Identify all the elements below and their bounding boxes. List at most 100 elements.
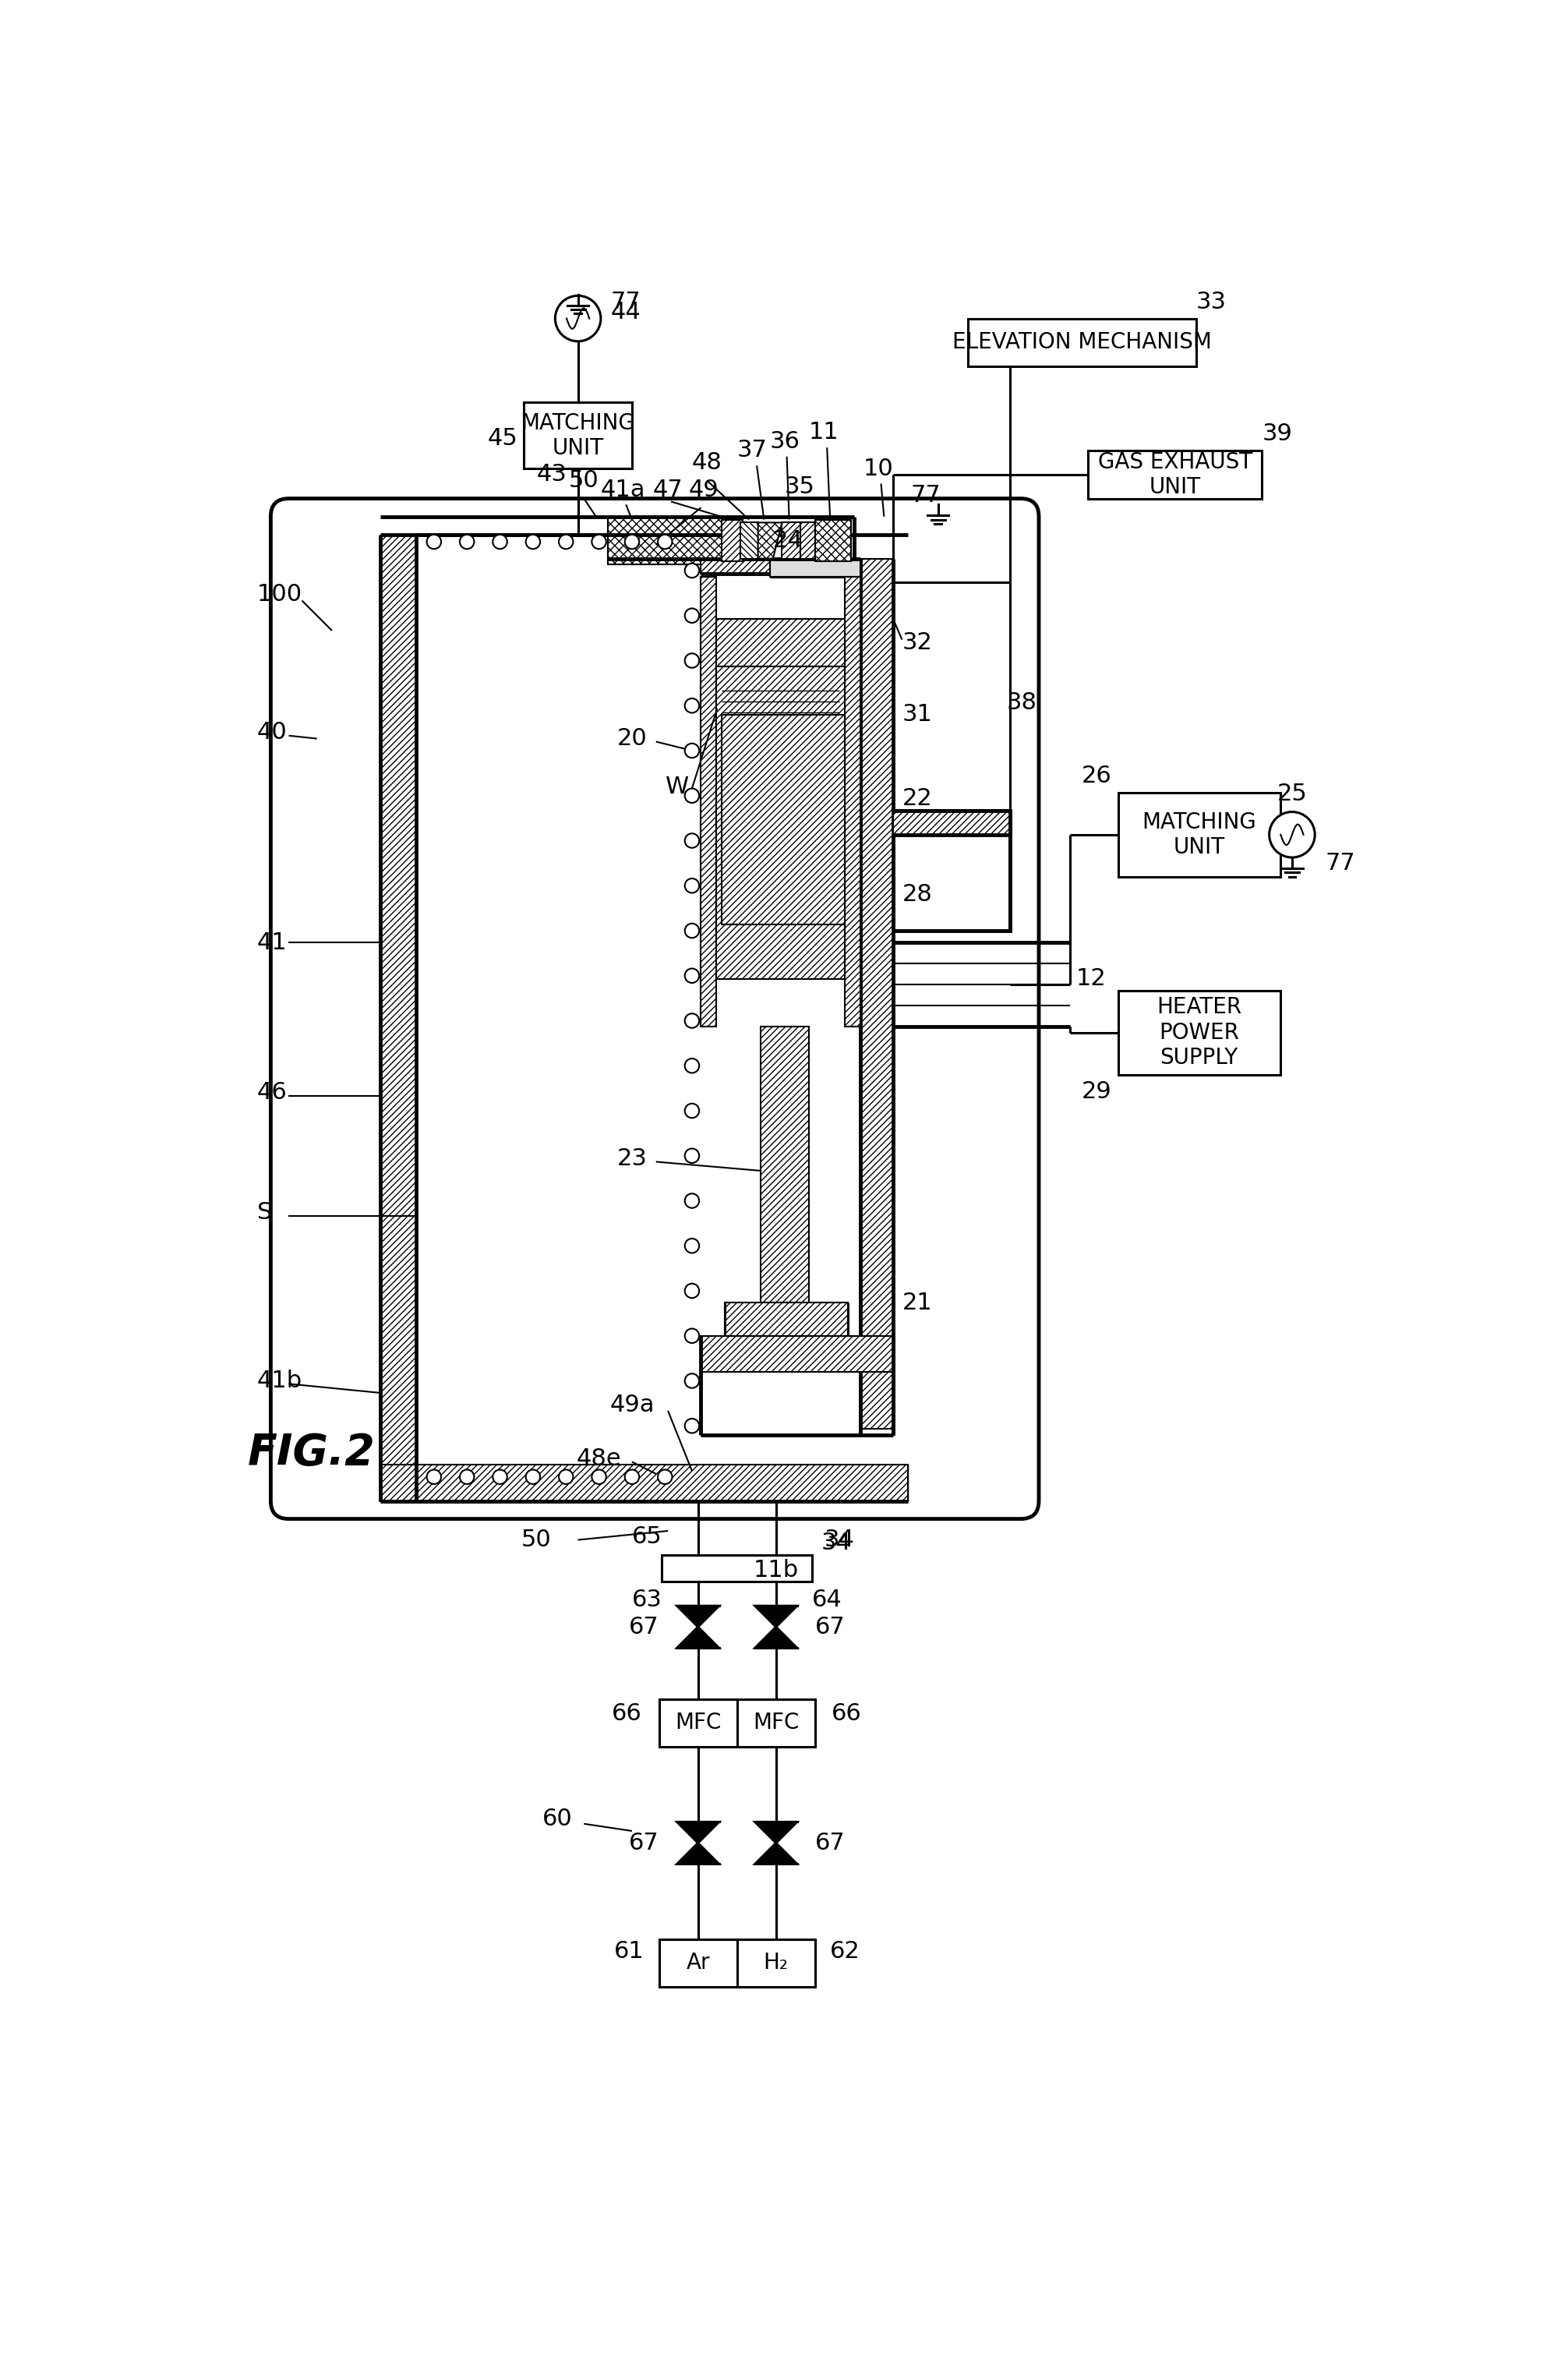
Text: W: W (665, 774, 688, 798)
Circle shape (624, 534, 640, 548)
Text: 34: 34 (822, 1532, 851, 1554)
Bar (524, 403, 632, 468)
Text: 46: 46 (257, 1080, 287, 1104)
Text: 37: 37 (737, 440, 767, 461)
Text: 67: 67 (629, 1615, 659, 1638)
Text: 47: 47 (652, 478, 684, 501)
Bar (721, 716, 845, 925)
Text: 28: 28 (902, 883, 933, 906)
Bar (659, 1700, 737, 1747)
Text: 49a: 49a (610, 1394, 654, 1417)
Bar (379, 1464, 908, 1502)
Text: 20: 20 (616, 727, 648, 751)
Polygon shape (756, 1627, 797, 1648)
Circle shape (685, 1015, 699, 1029)
Text: 41a: 41a (601, 478, 646, 501)
Bar (894, 810, 1010, 836)
Text: Ar: Ar (687, 1951, 710, 1975)
Text: 100: 100 (257, 584, 303, 605)
Text: 11b: 11b (753, 1558, 798, 1582)
Circle shape (426, 534, 441, 548)
Text: 43: 43 (536, 464, 568, 485)
Text: MFC: MFC (753, 1711, 800, 1735)
Bar (782, 523, 800, 558)
Text: 48: 48 (691, 452, 723, 473)
Circle shape (685, 1375, 699, 1389)
Text: GAS EXHAUST
UNIT: GAS EXHAUST UNIT (1098, 452, 1253, 499)
Polygon shape (677, 1605, 720, 1627)
Circle shape (685, 1328, 699, 1344)
Circle shape (685, 1059, 699, 1073)
Text: 12: 12 (1076, 967, 1107, 991)
Circle shape (459, 1469, 474, 1483)
Circle shape (624, 1469, 640, 1483)
Text: 48e: 48e (577, 1448, 621, 1471)
Circle shape (685, 1238, 699, 1252)
Bar (701, 1335, 894, 1372)
Polygon shape (677, 1627, 720, 1648)
Bar (662, 1556, 812, 1582)
Bar (659, 1940, 737, 1987)
Text: 49: 49 (688, 478, 720, 501)
Circle shape (525, 1469, 539, 1483)
Bar (717, 619, 845, 666)
Text: 21: 21 (902, 1292, 933, 1314)
Polygon shape (677, 1843, 720, 1864)
Text: H₂: H₂ (764, 1951, 789, 1975)
Bar (379, 1464, 908, 1502)
Text: MFC: MFC (674, 1711, 721, 1735)
Text: 67: 67 (815, 1831, 845, 1855)
Circle shape (685, 967, 699, 984)
Circle shape (558, 534, 574, 548)
Text: 36: 36 (770, 431, 800, 452)
Text: 26: 26 (1082, 765, 1112, 786)
Text: 25: 25 (1276, 782, 1308, 805)
Text: 67: 67 (629, 1831, 659, 1855)
Bar (845, 577, 859, 1026)
Bar (1118, 991, 1279, 1076)
Text: 34: 34 (825, 1528, 855, 1551)
Text: 50: 50 (569, 468, 599, 492)
Text: 38: 38 (1007, 692, 1036, 713)
Text: 31: 31 (902, 704, 933, 725)
Bar (721, 520, 743, 563)
Circle shape (685, 1149, 699, 1163)
Text: S: S (257, 1201, 271, 1224)
Text: 22: 22 (902, 786, 933, 810)
Text: 41: 41 (257, 932, 287, 953)
Circle shape (555, 297, 601, 341)
FancyBboxPatch shape (271, 499, 1040, 1518)
Circle shape (685, 923, 699, 937)
Polygon shape (756, 1843, 797, 1864)
Bar (1118, 793, 1279, 876)
Text: 35: 35 (786, 476, 815, 497)
Text: 11: 11 (809, 421, 839, 445)
Circle shape (459, 534, 474, 548)
Circle shape (591, 1469, 607, 1483)
Polygon shape (756, 1605, 797, 1627)
Text: 32: 32 (902, 631, 933, 654)
Circle shape (685, 1193, 699, 1208)
Bar (608, 516, 734, 565)
Bar (859, 558, 894, 1429)
Text: 66: 66 (831, 1702, 862, 1725)
Text: MATCHING
UNIT: MATCHING UNIT (521, 412, 635, 459)
Text: ELEVATION MECHANISM: ELEVATION MECHANISM (952, 332, 1212, 353)
Bar (1088, 450, 1262, 499)
Circle shape (685, 744, 699, 758)
Bar (737, 1940, 815, 1987)
Text: 77: 77 (612, 290, 641, 313)
Bar (724, 1302, 848, 1335)
Bar (737, 1700, 815, 1747)
Bar (701, 558, 770, 574)
Text: 45: 45 (488, 426, 517, 450)
Bar (701, 577, 717, 1026)
Text: 63: 63 (632, 1589, 662, 1610)
Text: MATCHING
UNIT: MATCHING UNIT (1142, 812, 1256, 859)
Text: 33: 33 (1196, 290, 1226, 313)
Circle shape (685, 833, 699, 847)
Text: 65: 65 (632, 1525, 662, 1549)
Polygon shape (757, 523, 782, 558)
Text: 44: 44 (612, 301, 641, 325)
Circle shape (685, 789, 699, 803)
